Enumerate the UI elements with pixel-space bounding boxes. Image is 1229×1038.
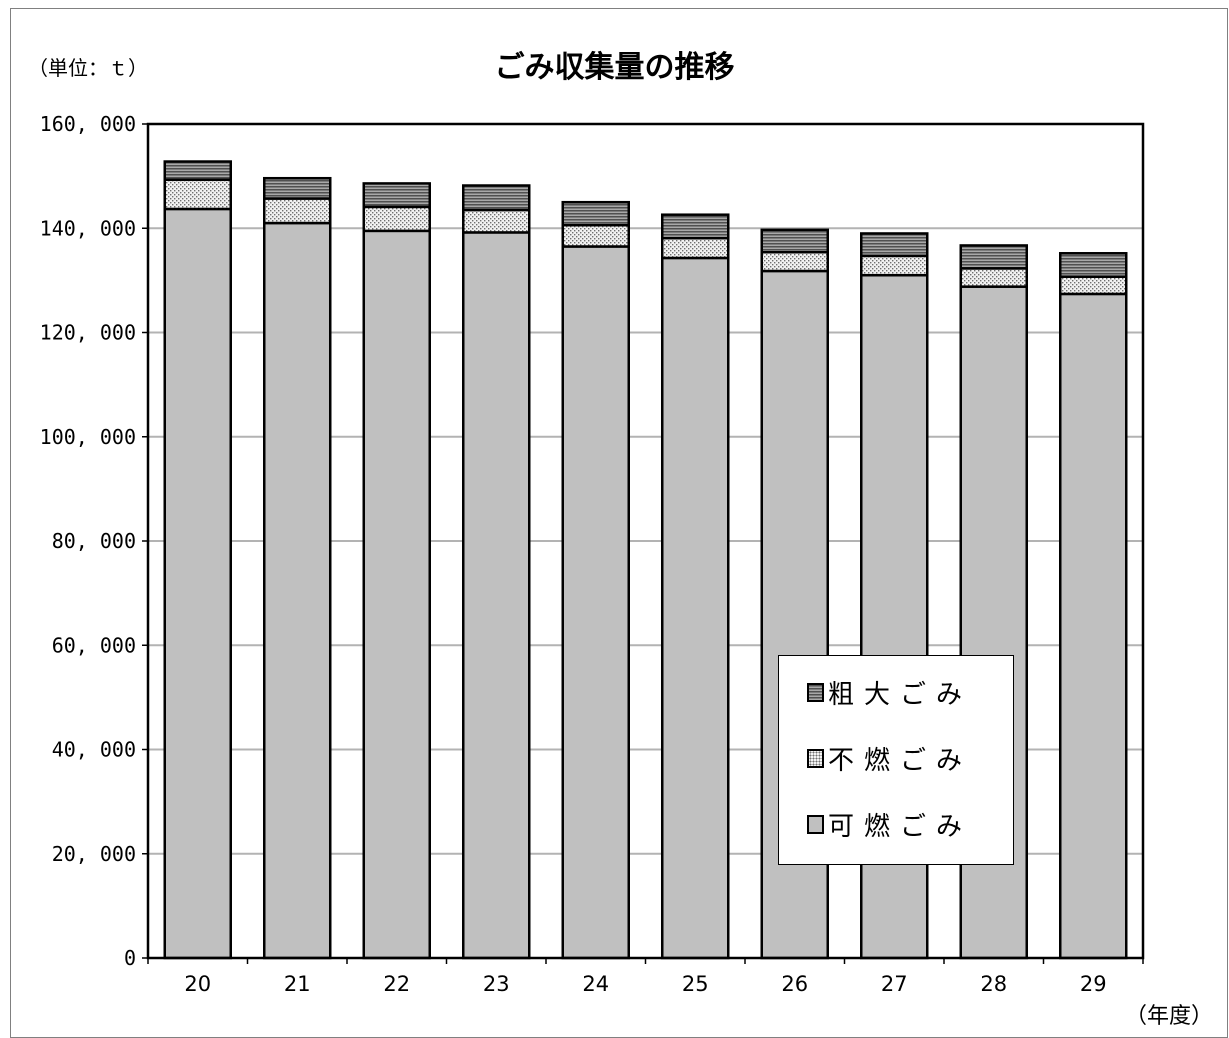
bar-segment-sodai (362, 182, 431, 209)
x-tick-label: 29 (1080, 972, 1107, 996)
bar-segment-sodai (860, 232, 929, 258)
legend-swatch-sodai (807, 683, 824, 702)
bar-segment-funen (959, 267, 1028, 288)
x-tick-label: 27 (881, 972, 908, 996)
bar-segment-funen (462, 208, 531, 234)
y-tick-label: 160, 000 (40, 112, 136, 136)
x-axis-unit-label: （年度） (1125, 1004, 1214, 1029)
plot-area-border (146, 122, 1145, 960)
x-tick-label: 21 (284, 972, 311, 996)
bar-segment-sodai (462, 184, 531, 212)
y-tick-label: 140, 000 (40, 216, 136, 240)
bar-segment-kanen (263, 221, 332, 960)
bar-segment-sodai (561, 200, 630, 227)
chart-title: ごみ収集量の推移 (494, 50, 735, 85)
axis-layer (142, 122, 1145, 964)
bar-segment-kanen (163, 207, 232, 960)
y-tick-label: 120, 000 (40, 321, 136, 345)
bar-segment-funen (1059, 275, 1128, 296)
y-tick-label: 100, 000 (40, 425, 136, 449)
x-tick-label: 24 (582, 972, 609, 996)
bar-segment-sodai (163, 160, 232, 182)
legend-label-funen: 不燃ごみ (828, 746, 973, 776)
x-tick-label: 22 (383, 972, 410, 996)
label-layer: 0 20, 000 40, 000 60, 000 80, 000 100, 000 120… (40, 112, 1107, 996)
bar-layer (163, 160, 1128, 960)
bar-segment-funen (860, 254, 929, 277)
unit-label: （単位：ｔ） (28, 56, 148, 80)
bar-segment-kanen (1059, 292, 1128, 960)
legend-item-kanen: 可燃ごみ (807, 806, 972, 843)
bar-segment-sodai (1059, 252, 1128, 278)
legend-label-sodai: 粗大ごみ (828, 680, 973, 710)
bar-segment-funen (760, 250, 829, 273)
bar-segment-sodai (959, 244, 1028, 270)
x-tick-label: 28 (980, 972, 1007, 996)
legend-swatch-funen (807, 749, 824, 768)
y-tick-label: 60, 000 (52, 633, 136, 657)
bar-segment-kanen (561, 245, 630, 960)
y-tick-label: 40, 000 (52, 738, 136, 762)
y-tick-label: 0 (124, 946, 136, 970)
legend-swatch-kanen (807, 815, 824, 834)
y-tick-label: 20, 000 (52, 842, 136, 866)
bar-segment-kanen (362, 229, 431, 960)
legend-item-funen: 不燃ごみ (807, 740, 972, 777)
bar-segment-kanen (661, 256, 730, 960)
x-tick-label: 25 (682, 972, 709, 996)
y-tick-label: 80, 000 (52, 529, 136, 553)
bar-segment-sodai (263, 176, 332, 200)
x-tick-label: 26 (781, 972, 808, 996)
x-tick-label: 23 (483, 972, 510, 996)
bar-segment-kanen (462, 231, 531, 960)
x-tick-label: 20 (184, 972, 211, 996)
legend-item-sodai: 粗大ごみ (807, 674, 972, 711)
legend: 粗大ごみ 不燃ごみ 可燃ごみ (778, 655, 1014, 865)
bar-segment-sodai (760, 228, 829, 254)
bar-segment-sodai (661, 213, 730, 240)
legend-label-kanen: 可燃ごみ (828, 812, 973, 842)
bar-segment-funen (661, 236, 730, 260)
bar-segment-funen (263, 197, 332, 225)
bar-segment-funen (362, 205, 431, 233)
bar-segment-funen (561, 223, 630, 248)
bar-segment-funen (163, 178, 232, 211)
